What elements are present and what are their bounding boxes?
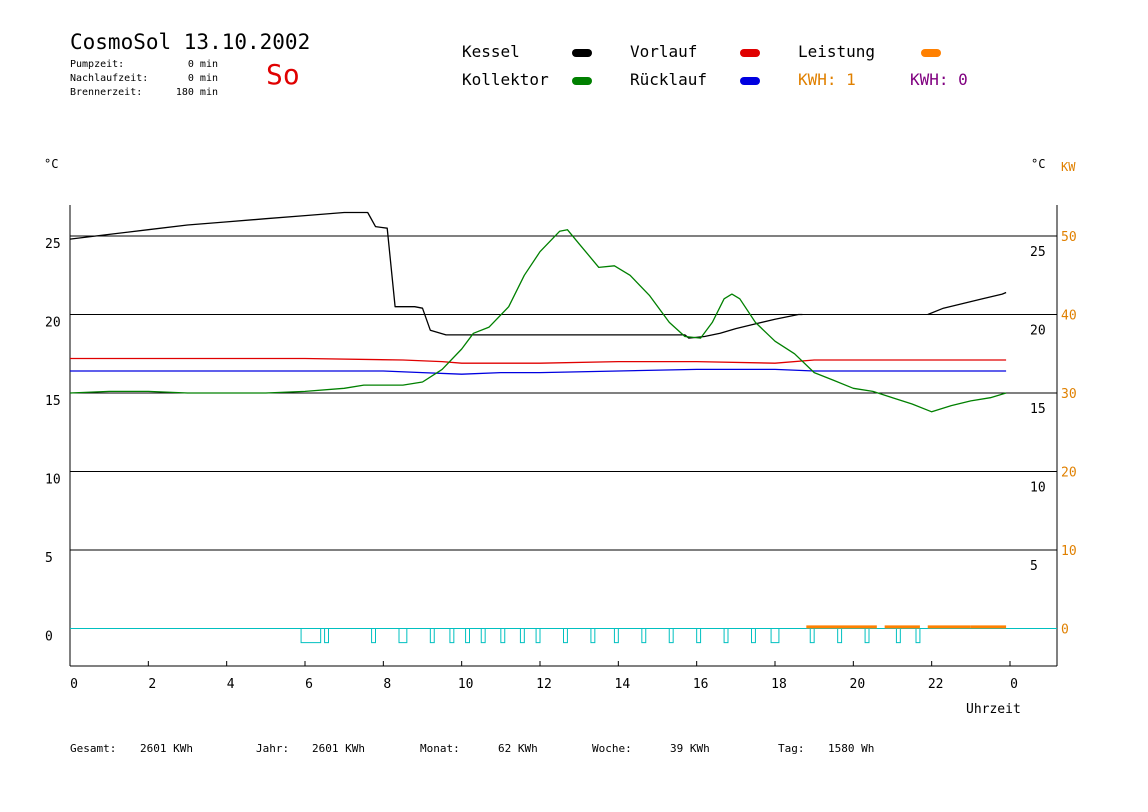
y-tick-left: 5 xyxy=(45,551,53,566)
legend-leistung: Leistung xyxy=(798,42,876,61)
pump-pulse xyxy=(519,628,525,644)
y-tick-right-celsius: 25 xyxy=(1030,245,1046,260)
x-tick-label: 4 xyxy=(227,677,235,692)
y-tick-right-celsius: 10 xyxy=(1030,481,1046,496)
series-line-vorlauf xyxy=(70,357,1007,364)
y-tick-right-kw: 30 xyxy=(1061,387,1077,402)
nachlaufzeit-label: Nachlaufzeit: xyxy=(70,73,149,84)
legend-kwh0: KWH: 0 xyxy=(910,70,968,89)
legend-kessel: Kessel xyxy=(462,42,520,61)
pump-pulse xyxy=(500,628,506,644)
pumpzeit-label: Pumpzeit: xyxy=(70,59,125,70)
footer-jahr-label: Jahr: xyxy=(256,742,290,755)
legend-swatch-ruecklauf xyxy=(740,77,760,85)
x-tick-label: 16 xyxy=(693,677,709,692)
pump-pulse xyxy=(809,628,815,644)
pumpzeit-row: Pumpzeit: 0 min xyxy=(70,58,218,72)
footer-tag-value: 1580 Wh xyxy=(828,742,875,755)
pump-pulse xyxy=(696,628,702,644)
chart-title: CosmoSol 13.10.2002 xyxy=(70,30,311,54)
x-tick-label: 10 xyxy=(458,677,474,692)
legend-ruecklauf: Rücklauf xyxy=(630,70,708,89)
pump-pulse xyxy=(300,628,322,644)
pump-pulse xyxy=(641,628,647,644)
right-axis-unit-kw: KW xyxy=(1061,160,1076,174)
footer-monat-value: 62 KWh xyxy=(498,742,538,755)
x-axis-label: Uhrzeit xyxy=(966,702,1021,717)
pump-pulse xyxy=(535,628,541,644)
series-line-ruecklauf xyxy=(70,368,1007,375)
y-tick-right-kw: 0 xyxy=(1061,623,1069,638)
pump-pulse xyxy=(480,628,486,644)
nachlaufzeit-value: 0 min xyxy=(187,73,218,84)
pump-pulse xyxy=(751,628,756,644)
x-tick-label: 8 xyxy=(383,677,391,692)
footer-gesamt-label: Gesamt: xyxy=(70,742,117,755)
pump-pulse xyxy=(590,628,596,644)
y-tick-left: 0 xyxy=(45,630,53,645)
pump-pulse xyxy=(371,628,377,644)
pump-pulse xyxy=(398,628,408,644)
x-tick-label: 6 xyxy=(305,677,313,692)
y-tick-right-kw: 50 xyxy=(1061,230,1077,245)
pump-pulse xyxy=(449,628,455,644)
legend-kwh1: KWH: 1 xyxy=(798,70,856,89)
brennerzeit-row: Brennerzeit: 180 min xyxy=(70,86,218,100)
series-line-kollektor xyxy=(69,229,1007,413)
pump-pulse xyxy=(465,628,471,644)
pump-pulse xyxy=(613,628,619,644)
pump-pulse xyxy=(895,628,901,644)
weekday-label: So xyxy=(266,58,300,91)
y-tick-right-celsius: 5 xyxy=(1030,559,1038,574)
y-tick-left: 25 xyxy=(45,237,61,252)
legend-swatch-vorlauf xyxy=(740,49,760,57)
left-axis-unit: °C xyxy=(44,157,59,171)
x-tick-label: 22 xyxy=(928,677,944,692)
footer-woche-label: Woche: xyxy=(592,742,632,755)
y-tick-right-celsius: 15 xyxy=(1030,402,1046,417)
pump-pulse xyxy=(668,628,674,644)
pumpzeit-value: 0 min xyxy=(187,59,218,70)
series-line-kessel xyxy=(69,211,803,339)
pump-pulse xyxy=(864,628,870,644)
legend-swatch-kessel xyxy=(572,49,592,57)
footer-gesamt-value: 2601 KWh xyxy=(140,742,193,755)
y-tick-right-kw: 40 xyxy=(1061,309,1077,324)
x-tick-label: 2 xyxy=(148,677,156,692)
pump-pulse xyxy=(563,628,568,644)
y-tick-right-kw: 20 xyxy=(1061,466,1077,481)
footer-jahr-value: 2601 KWh xyxy=(312,742,365,755)
y-tick-right-kw: 10 xyxy=(1061,544,1077,559)
x-tick-label: 18 xyxy=(771,677,787,692)
brennerzeit-value: 180 min xyxy=(175,87,218,98)
y-tick-right-celsius: 20 xyxy=(1030,324,1046,339)
brennerzeit-label: Brennerzeit: xyxy=(70,87,143,98)
right-axis-unit-celsius: °C xyxy=(1031,157,1046,171)
x-tick-label: 0 xyxy=(70,677,78,692)
pump-pulse xyxy=(837,628,843,644)
x-tick-label: 0 xyxy=(1010,677,1018,692)
footer-monat-label: Monat: xyxy=(420,742,460,755)
y-tick-left: 10 xyxy=(45,473,61,488)
legend-swatch-leistung xyxy=(921,49,941,57)
legend-vorlauf: Vorlauf xyxy=(630,42,698,61)
legend-kollektor: Kollektor xyxy=(462,70,549,89)
pump-pulse xyxy=(324,628,330,644)
y-tick-left: 20 xyxy=(45,316,61,331)
pump-pulse xyxy=(723,628,729,644)
legend-swatch-kollektor xyxy=(572,77,592,85)
x-tick-label: 14 xyxy=(615,677,631,692)
pump-pulse xyxy=(770,628,780,644)
pump-pulse xyxy=(429,628,435,644)
x-tick-label: 20 xyxy=(850,677,866,692)
y-tick-left: 15 xyxy=(45,394,61,409)
footer-tag-label: Tag: xyxy=(778,742,805,755)
footer-woche-value: 39 KWh xyxy=(670,742,710,755)
nachlaufzeit-row: Nachlaufzeit: 0 min xyxy=(70,72,218,86)
pump-pulse xyxy=(915,628,921,644)
x-tick-label: 12 xyxy=(536,677,552,692)
series-line-kessel xyxy=(927,291,1007,316)
